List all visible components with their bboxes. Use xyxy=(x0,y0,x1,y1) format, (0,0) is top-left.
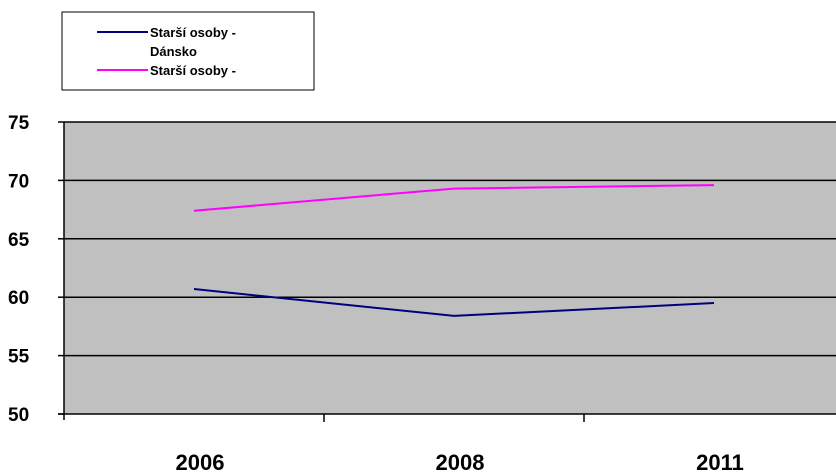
plot-area xyxy=(64,122,836,414)
x-tick-label: 2008 xyxy=(436,450,485,472)
y-tick-label: 60 xyxy=(8,288,29,309)
legend-label-line: Dánsko xyxy=(150,44,197,59)
y-tick-label: 55 xyxy=(8,347,30,368)
legend-label-line: Starší osoby - xyxy=(150,25,236,40)
grid-lines xyxy=(64,121,836,357)
legend-label-2: Starší osoby - xyxy=(150,63,236,78)
series-layer xyxy=(193,184,715,317)
legend-label-line: Starší osoby - xyxy=(150,63,236,78)
y-tick-label: 75 xyxy=(8,113,30,134)
x-tick-label: 2006 xyxy=(176,450,225,472)
axes xyxy=(58,122,836,420)
y-tick-label: 65 xyxy=(8,230,30,251)
legend: Starší osoby - Dánsko Starší osoby - xyxy=(61,11,315,91)
y-tick-label: 50 xyxy=(8,405,29,426)
y-axis-ticks: 50 55 60 65 70 75 xyxy=(8,113,64,426)
x-axis-ticks: 2006 2008 2011 xyxy=(176,414,744,472)
legend-box xyxy=(61,11,315,91)
x-tick-label: 2011 xyxy=(696,450,744,472)
y-tick-label: 70 xyxy=(8,171,29,192)
legend-label-1: Starší osoby - Dánsko xyxy=(150,25,236,59)
